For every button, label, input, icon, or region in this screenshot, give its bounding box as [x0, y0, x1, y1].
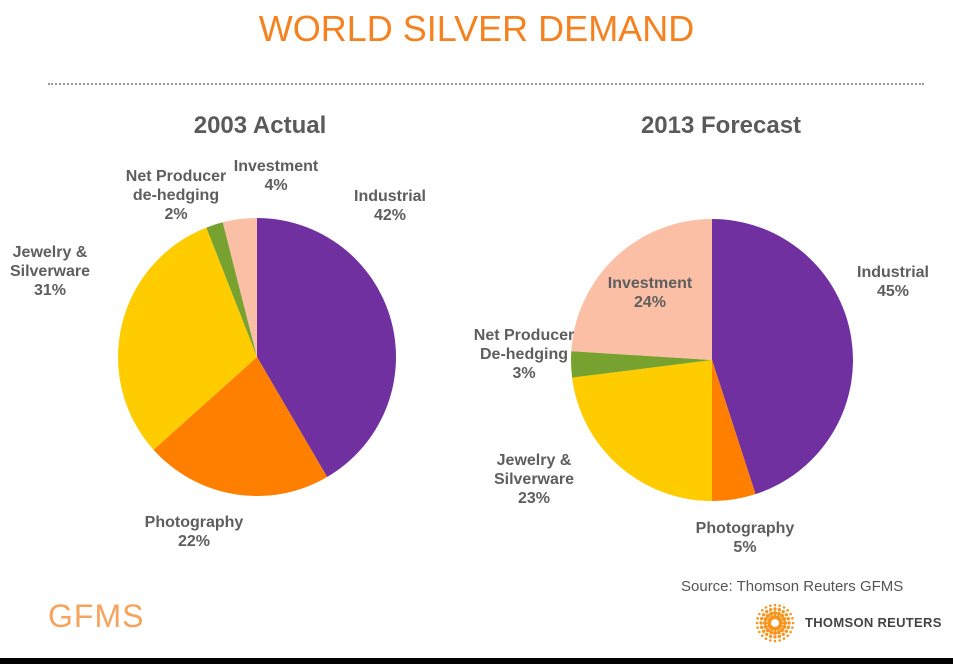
divider	[48, 83, 924, 85]
slice-percent: 5%	[733, 539, 757, 556]
pie-slice-industrial	[712, 219, 853, 495]
slice-label-industrial: Industrial 45%	[857, 263, 929, 301]
slice-label-text: Silverware	[493, 471, 575, 488]
slice-percent: 22%	[177, 533, 211, 550]
pie-slice-industrial	[257, 218, 397, 478]
pie-slice-investment	[571, 219, 712, 360]
thomson-reuters-logo: THOMSON REUTERS	[805, 615, 942, 630]
slice-label-investment: Investment 4%	[234, 157, 318, 195]
slide-title: WORLD SILVER DEMAND	[258, 8, 695, 49]
slice-label-text: Photography	[695, 520, 795, 537]
slice-label-text: Industrial	[856, 264, 930, 281]
pie-slice-netproducer	[571, 351, 712, 378]
pie-slice-netproducer	[206, 222, 257, 357]
slice-percent: 2%	[164, 206, 188, 223]
slice-label-jewelry: Jewelry & Silverware 23%	[494, 451, 574, 508]
pie-slice-investment	[222, 218, 257, 357]
slice-label-photography: Photography 5%	[696, 519, 795, 557]
slice-label-text: de-hedging	[132, 187, 220, 204]
slice-percent: 3%	[512, 365, 536, 382]
slice-label-text: Industrial	[353, 188, 427, 205]
chart-title-2003: 2003 Actual	[193, 112, 327, 139]
slice-label-text: Photography	[144, 514, 244, 531]
slice-percent: 45%	[876, 283, 910, 300]
pie-slice-photography	[712, 360, 756, 501]
slice-label-text: Investment	[607, 275, 693, 292]
chart-title-2013: 2013 Forecast	[640, 112, 802, 139]
slice-label-text: Silverware	[9, 263, 91, 280]
bottom-bar	[0, 658, 953, 664]
slice-label-text: Net Producer	[473, 327, 575, 344]
slice-percent: 31%	[33, 282, 67, 299]
slice-label-investment: Investment 24%	[608, 274, 692, 312]
slice-label-text: Jewelry &	[12, 244, 88, 261]
slice-label-netproducer: Net Producer De-hedging 3%	[474, 326, 574, 383]
pie-slice-photography	[153, 357, 328, 496]
slice-label-jewelry: Jewelry & Silverware 31%	[10, 243, 90, 300]
slice-percent: 42%	[373, 207, 407, 224]
slice-label-industrial: Industrial 42%	[354, 187, 426, 225]
slice-label-text: Jewelry &	[496, 452, 572, 469]
slice-label-netproducer: Net Producer de-hedging 2%	[126, 167, 226, 224]
slice-label-photography: Photography 22%	[145, 513, 244, 551]
source-note: Source: Thomson Reuters GFMS	[681, 578, 904, 595]
slice-label-text: Net Producer	[125, 168, 227, 185]
gfms-logo: GFMS	[48, 598, 145, 634]
slice-percent: 4%	[264, 177, 288, 194]
slice-label-text: De-hedging	[480, 346, 568, 363]
slice-percent: 24%	[633, 294, 667, 311]
slice-label-text: Investment	[233, 158, 319, 175]
slice-percent: 23%	[517, 490, 551, 507]
pie-slice-jewelry	[117, 227, 257, 450]
pie-slice-jewelry	[572, 360, 712, 501]
